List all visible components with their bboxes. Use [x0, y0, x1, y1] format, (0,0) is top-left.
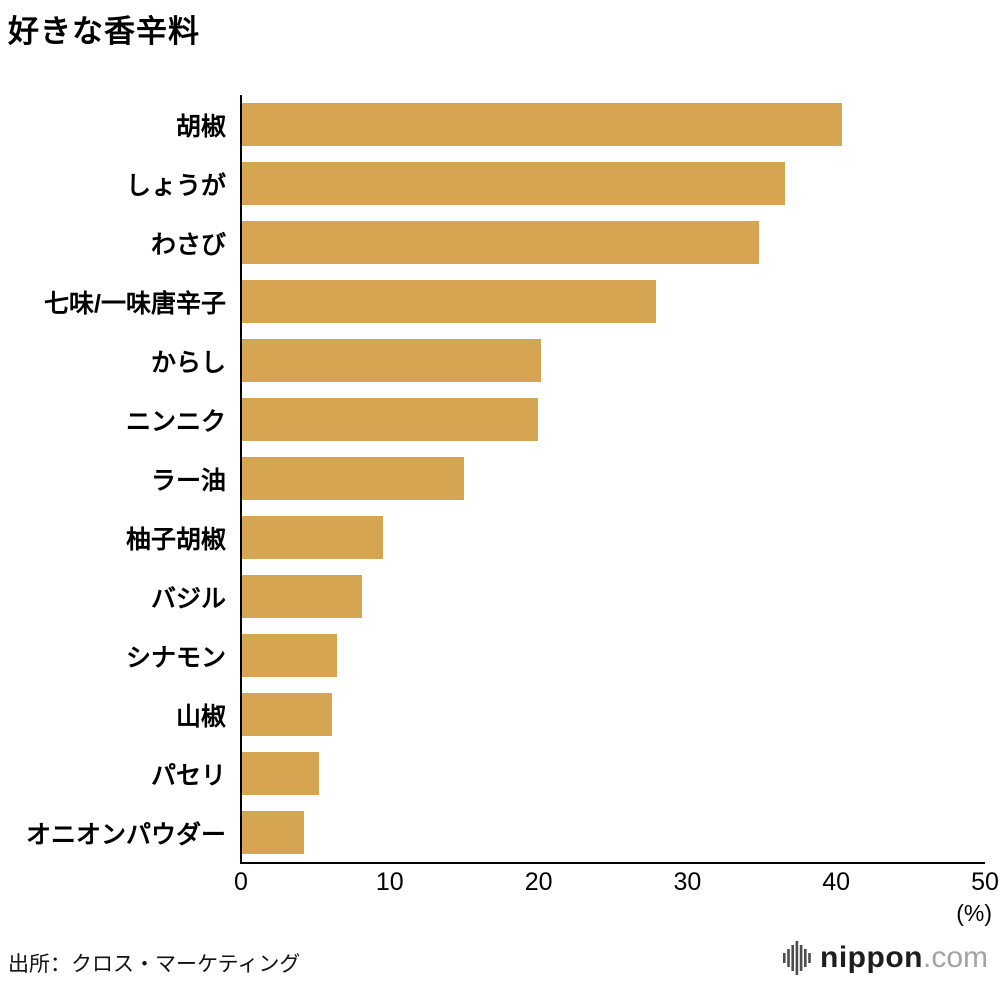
bar [240, 280, 656, 323]
bar-row: 山椒 [0, 685, 985, 744]
x-tick-label: 50 [971, 868, 999, 896]
bar [240, 221, 759, 264]
logo-brand-text: nippon [820, 941, 923, 974]
x-tick-label: 20 [524, 868, 553, 896]
bar-track [240, 457, 985, 500]
bar [240, 457, 464, 500]
category-label: からし [150, 348, 226, 377]
x-axis-line [240, 862, 985, 864]
bar-row: シナモン [0, 626, 985, 685]
category-label: パセリ [150, 761, 226, 790]
bar-row: バジル [0, 567, 985, 626]
bar-track [240, 280, 985, 323]
bar-track [240, 693, 985, 736]
bar-track [240, 634, 985, 677]
bar [240, 811, 305, 854]
bar-row: からし [0, 331, 985, 390]
category-label: しょうが [125, 171, 226, 200]
category-label: 胡椒 [175, 112, 226, 141]
bar [240, 162, 786, 205]
category-label: 山椒 [175, 702, 226, 731]
bar-track [240, 516, 985, 559]
x-tick-label: 0 [234, 868, 248, 896]
bar [240, 516, 384, 559]
bar-track [240, 103, 985, 146]
bar-track [240, 575, 985, 618]
y-axis-line [240, 95, 242, 864]
category-label: シナモン [125, 643, 226, 672]
bar [240, 752, 319, 795]
x-axis-ticks: 0 10 20 30 40 50 [234, 868, 999, 902]
bar-row: ラー油 [0, 449, 985, 508]
category-label: ラー油 [150, 466, 226, 495]
x-tick-label: 40 [822, 868, 851, 896]
bar-rows: 胡椒しょうがわさび七味/一味唐辛子からしニンニクラー油柚子胡椒バジルシナモン山椒… [0, 95, 985, 862]
bar [240, 339, 541, 382]
nippon-logo: nippon .com [783, 940, 988, 976]
category-label: 七味/一味唐辛子 [44, 289, 226, 318]
bar-track [240, 398, 985, 441]
bar [240, 398, 538, 441]
x-axis-unit-label: (%) [956, 900, 992, 926]
category-label: ニンニク [125, 407, 226, 436]
bar-track [240, 221, 985, 264]
bar-row: わさび [0, 213, 985, 272]
bar-track [240, 339, 985, 382]
bar [240, 634, 337, 677]
x-tick-label: 30 [673, 868, 702, 896]
source-note: 出所：クロス・マーケティング [8, 953, 301, 976]
bar-track [240, 752, 985, 795]
bar-track [240, 811, 985, 854]
bar-row: 七味/一味唐辛子 [0, 272, 985, 331]
category-label: バジル [150, 584, 226, 613]
category-label: オニオンパウダー [25, 820, 226, 849]
category-label: わさび [150, 230, 226, 259]
x-tick-label: 10 [375, 868, 404, 896]
bar-row: ニンニク [0, 390, 985, 449]
category-label: 柚子胡椒 [125, 525, 226, 554]
bar-row: オニオンパウダー [0, 803, 985, 862]
bar-row: パセリ [0, 744, 985, 803]
bar-row: しょうが [0, 154, 985, 213]
bar [240, 693, 333, 736]
bar-track [240, 162, 985, 205]
bar-chart-plot: 胡椒しょうがわさび七味/一味唐辛子からしニンニクラー油柚子胡椒バジルシナモン山椒… [0, 95, 985, 862]
bar-row: 胡椒 [0, 95, 985, 154]
bar [240, 575, 363, 618]
chart-title: 好きな香辛料 [8, 14, 200, 49]
bar-row: 柚子胡椒 [0, 508, 985, 567]
audio-waveform-icon [783, 941, 811, 975]
logo-tld-text: .com [922, 941, 988, 974]
bar [240, 103, 842, 146]
